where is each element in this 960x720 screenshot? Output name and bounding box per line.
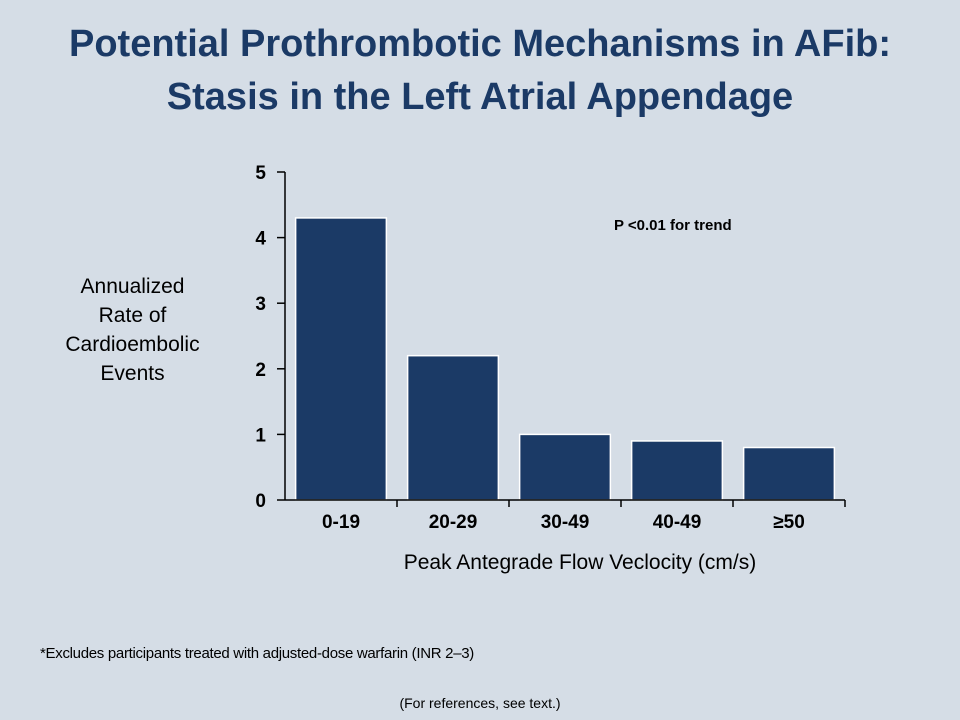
bar [294, 217, 388, 501]
bar [518, 433, 612, 501]
x-tick-label: 40-49 [653, 512, 702, 533]
slide-title-line-1: Potential Prothrombotic Mechanisms in AF… [69, 23, 891, 65]
bar [406, 354, 500, 501]
axes: 0-19 20-29 30-49 40-49 ≥50 0 1 2 3 4 5 [255, 163, 846, 533]
bars [294, 217, 836, 501]
references-note: (For references, see text.) [399, 695, 561, 711]
x-tick-label: 20-29 [429, 512, 478, 533]
footnote: *Excludes participants treated with adju… [40, 645, 474, 662]
y-tick-label: 0 [255, 491, 266, 512]
y-axis-label-line: Rate of [98, 304, 167, 327]
slide-title-line-2: Stasis in the Left Atrial Appendage [166, 76, 794, 118]
x-tick-label: 30-49 [541, 512, 590, 533]
y-tick-label: 3 [255, 294, 266, 315]
y-tick-label: 4 [255, 229, 266, 250]
x-tick-label: ≥50 [773, 512, 805, 533]
y-axis-label-line: Cardioembolic [65, 333, 200, 356]
y-axis-label-line: Annualized [80, 275, 185, 298]
y-tick-label: 2 [255, 360, 266, 381]
x-axis-label: Peak Antegrade Flow Veclocity (cm/s) [403, 551, 757, 574]
y-tick-label: 1 [255, 425, 266, 446]
trend-annotation: P <0.01 for trend [614, 217, 732, 234]
y-axis-label: Annualized Rate of Cardioembolic Events [40, 272, 225, 388]
x-tick-label: 0-19 [322, 512, 360, 533]
bar [742, 446, 836, 501]
y-tick-label: 5 [255, 163, 266, 184]
y-axis-label-line: Events [100, 362, 165, 385]
bar [630, 440, 724, 501]
